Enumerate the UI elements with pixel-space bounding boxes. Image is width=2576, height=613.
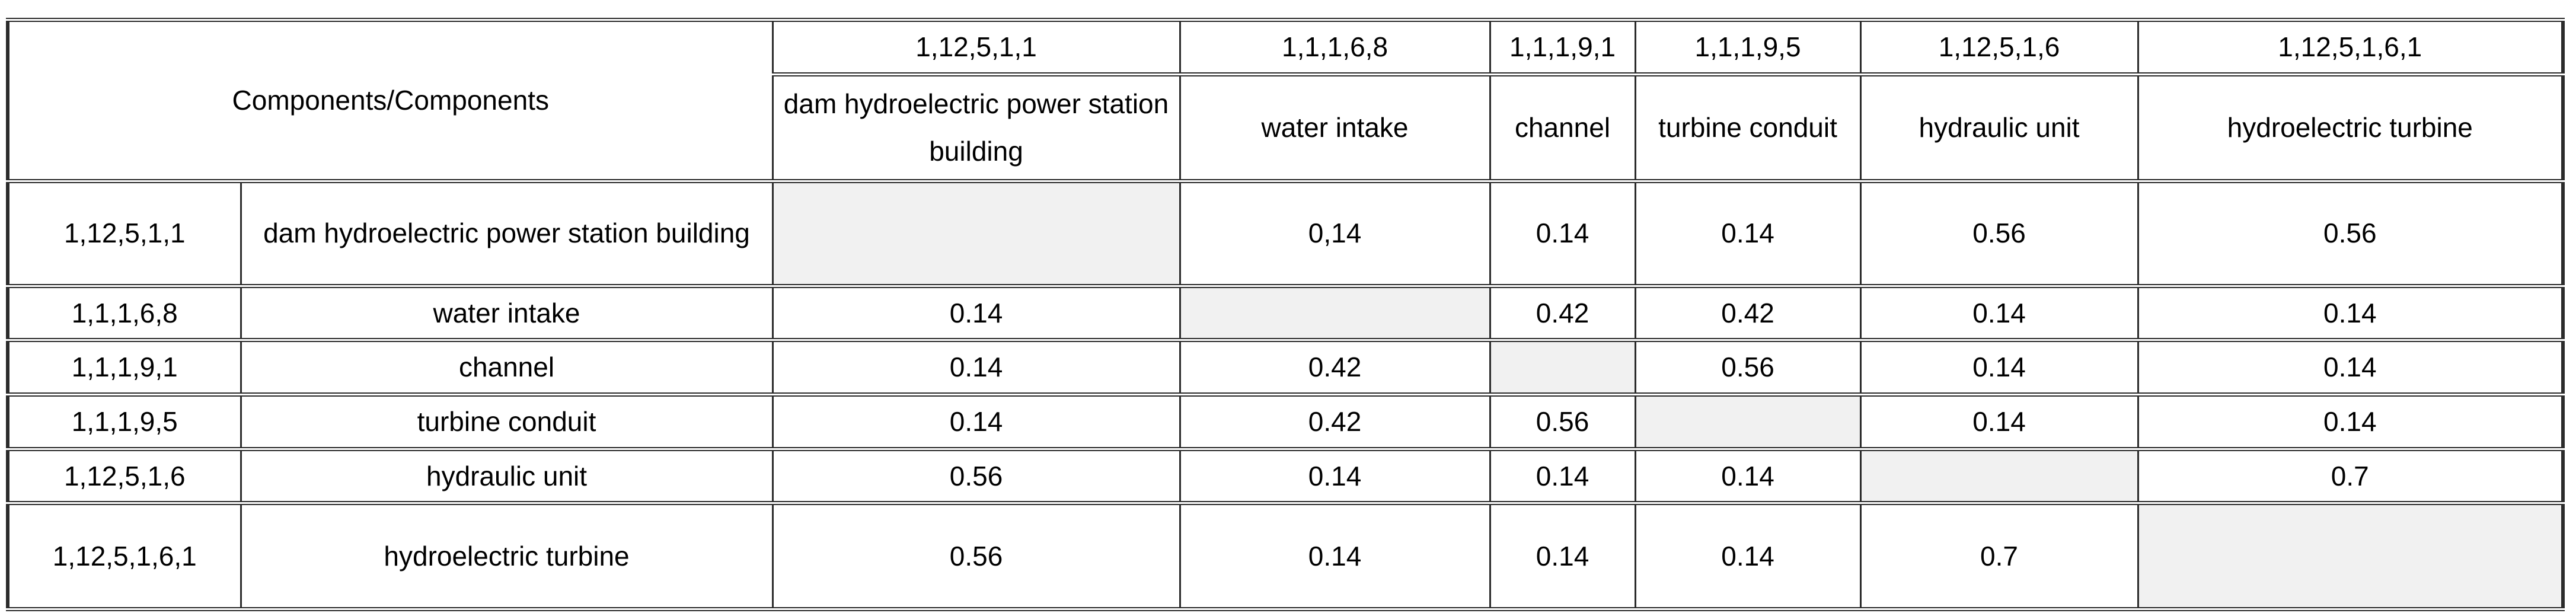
matrix-cell: 0.14 <box>2137 392 2564 451</box>
matrix-cell: 0.42 <box>1179 392 1491 451</box>
col-header-name: hydroelectric turbine <box>2137 72 2564 183</box>
matrix-cell: 0,14 <box>1179 178 1491 288</box>
row-name: hydraulic unit <box>240 446 774 505</box>
diagonal-cell <box>771 178 1181 288</box>
row-code: 1,12,5,1,6,1 <box>7 501 242 611</box>
col-header-name: dam hydroelectric power station building <box>771 72 1181 183</box>
col-header-code: 1,1,1,6,8 <box>1179 18 1491 76</box>
header-codes-row: Components/Components 1,12,5,1,1 1,1,1,6… <box>7 18 2564 183</box>
row-code: 1,1,1,6,8 <box>7 283 242 342</box>
matrix-cell: 0.14 <box>1179 446 1491 505</box>
matrix-cell: 0.14 <box>1489 446 1636 505</box>
row-name: hydroelectric turbine <box>240 501 774 611</box>
matrix-cell: 0.56 <box>2137 178 2564 288</box>
matrix-cell: 0.7 <box>1859 501 2139 611</box>
col-header-name: turbine conduit <box>1634 72 1862 183</box>
components-matrix-table: Components/Components 1,12,5,1,1 1,1,1,6… <box>6 18 2565 611</box>
matrix-cell: 0.56 <box>771 501 1181 611</box>
matrix-cell: 0.14 <box>1489 501 1636 611</box>
table-row: 1,12,5,1,6 hydraulic unit 0.56 0.14 0.14… <box>7 446 2564 505</box>
matrix-cell: 0.56 <box>1634 338 1862 397</box>
table-row: 1,1,1,6,8 water intake 0.14 0.42 0.42 0.… <box>7 283 2564 342</box>
table-row: 1,1,1,9,1 channel 0.14 0.42 0.56 0.14 0.… <box>7 338 2564 397</box>
diagonal-cell <box>2137 501 2564 611</box>
matrix-cell: 0.56 <box>771 446 1181 505</box>
col-header-name: water intake <box>1179 72 1491 183</box>
matrix-cell: 0.7 <box>2137 446 2564 505</box>
matrix-cell: 0.42 <box>1179 338 1491 397</box>
diagonal-cell <box>1489 338 1636 397</box>
row-name: turbine conduit <box>240 392 774 451</box>
matrix-cell: 0.14 <box>2137 338 2564 397</box>
matrix-cell: 0.14 <box>771 283 1181 342</box>
col-header-name: hydraulic unit <box>1859 72 2139 183</box>
matrix-cell: 0.14 <box>771 338 1181 397</box>
row-name: dam hydroelectric power station building <box>240 178 774 288</box>
table-row: 1,1,1,9,5 turbine conduit 0.14 0.42 0.56… <box>7 392 2564 451</box>
matrix-cell: 0.14 <box>1859 338 2139 397</box>
row-code: 1,12,5,1,1 <box>7 178 242 288</box>
matrix-cell: 0.42 <box>1489 283 1636 342</box>
matrix-cell: 0.56 <box>1489 392 1636 451</box>
diagonal-cell <box>1859 446 2139 505</box>
matrix-cell: 0.14 <box>1859 283 2139 342</box>
matrix-cell: 0.14 <box>1179 501 1491 611</box>
matrix-cell: 0.14 <box>1634 178 1862 288</box>
matrix-cell: 0.14 <box>1859 392 2139 451</box>
row-name: channel <box>240 338 774 397</box>
corner-header: Components/Components <box>7 18 774 183</box>
matrix-cell: 0.14 <box>1489 178 1636 288</box>
matrix-cell: 0.14 <box>771 392 1181 451</box>
matrix-cell: 0.14 <box>2137 283 2564 342</box>
col-header-code: 1,12,5,1,6 <box>1859 18 2139 76</box>
matrix-cell: 0.14 <box>1634 446 1862 505</box>
table-row: 1,12,5,1,1 dam hydroelectric power stati… <box>7 178 2564 288</box>
diagonal-cell <box>1179 283 1491 342</box>
col-header-code: 1,1,1,9,5 <box>1634 18 1862 76</box>
diagonal-cell <box>1634 392 1862 451</box>
col-header-name: channel <box>1489 72 1636 183</box>
col-header-code: 1,1,1,9,1 <box>1489 18 1636 76</box>
row-code: 1,1,1,9,1 <box>7 338 242 397</box>
matrix-cell: 0.42 <box>1634 283 1862 342</box>
row-code: 1,12,5,1,6 <box>7 446 242 505</box>
col-header-code: 1,12,5,1,1 <box>771 18 1181 76</box>
table-row: 1,12,5,1,6,1 hydroelectric turbine 0.56 … <box>7 501 2564 611</box>
row-name: water intake <box>240 283 774 342</box>
col-header-code: 1,12,5,1,6,1 <box>2137 18 2564 76</box>
row-code: 1,1,1,9,5 <box>7 392 242 451</box>
matrix-cell: 0.56 <box>1859 178 2139 288</box>
matrix-cell: 0.14 <box>1634 501 1862 611</box>
header-names-row: dam hydroelectric power station building… <box>8 72 2564 183</box>
